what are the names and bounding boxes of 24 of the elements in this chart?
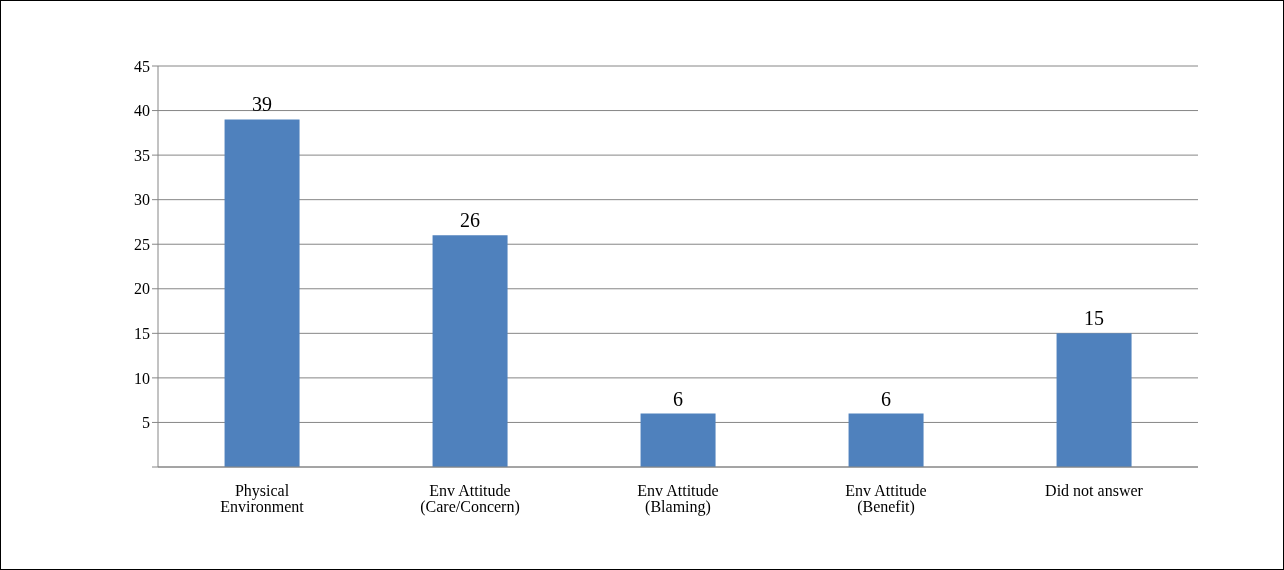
- bar: [1056, 333, 1132, 467]
- x-tick-label: Did not answer: [1045, 482, 1144, 500]
- data-label: 26: [460, 209, 481, 232]
- y-tick-label: 30: [134, 191, 150, 209]
- y-tick-label: 20: [134, 280, 150, 298]
- y-tick-label: 15: [134, 325, 150, 343]
- data-label: 6: [881, 387, 892, 410]
- bar: [640, 413, 716, 467]
- y-tick-label: 45: [134, 57, 150, 75]
- data-label: 39: [252, 93, 273, 116]
- bar: [432, 235, 508, 467]
- x-tick-label: Physical Environment: [220, 482, 305, 516]
- data-label: 6: [673, 387, 684, 410]
- bar: [224, 119, 300, 467]
- bar: [848, 413, 924, 467]
- x-tick-label: Env Attitude (Blaming): [637, 482, 719, 517]
- y-tick-label: 35: [134, 146, 150, 164]
- y-tick-label: 40: [134, 102, 150, 120]
- y-tick-label: 10: [134, 369, 150, 387]
- data-label: 15: [1084, 307, 1105, 330]
- x-tick-label: Env Attitude (Care/Concern): [420, 482, 520, 517]
- y-tick-label: 25: [134, 235, 150, 253]
- y-tick-label: 5: [142, 414, 150, 432]
- x-tick-label: Env Attitude (Benefit): [845, 482, 927, 517]
